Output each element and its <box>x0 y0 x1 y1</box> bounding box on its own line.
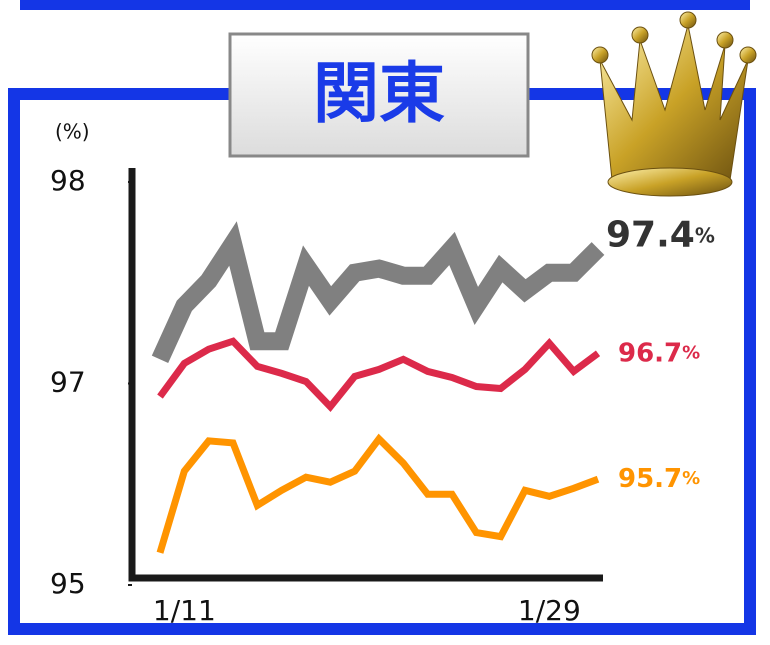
top-bar <box>20 0 750 10</box>
end-label-unit: % <box>682 342 700 363</box>
end-label-number: 96.7 <box>618 338 682 368</box>
y-axis-label: (%) <box>55 120 90 144</box>
end-label: 96.7% <box>618 338 700 368</box>
series-line <box>151 221 605 364</box>
end-label-number: 97.4 <box>606 214 695 255</box>
y-tick-label: 98 <box>50 164 86 197</box>
series-line <box>157 337 601 412</box>
chart-title: 関東 <box>313 55 445 132</box>
end-label-number: 95.7 <box>618 464 682 494</box>
x-tick-label: 1/29 <box>518 594 581 627</box>
x-tick-label: 1/11 <box>153 594 216 627</box>
end-label-unit: % <box>695 223 715 247</box>
y-tick-label: 97 <box>50 366 86 399</box>
crown <box>591 11 757 197</box>
end-label-unit: % <box>682 468 700 489</box>
axis <box>128 168 603 582</box>
title-box <box>228 32 530 158</box>
end-label: 97.4% <box>606 214 715 255</box>
series-line <box>156 433 600 554</box>
y-tick-label: 95 <box>50 567 86 600</box>
end-label: 95.7% <box>618 464 700 494</box>
